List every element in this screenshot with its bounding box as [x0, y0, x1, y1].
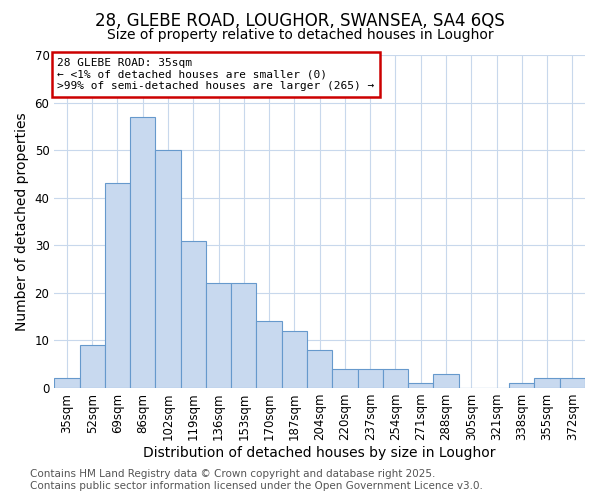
Y-axis label: Number of detached properties: Number of detached properties [15, 112, 29, 331]
Bar [358, 369, 383, 388]
Bar [307, 350, 332, 388]
Bar [80, 345, 105, 388]
Bar [433, 374, 458, 388]
X-axis label: Distribution of detached houses by size in Loughor: Distribution of detached houses by size … [143, 446, 496, 460]
Text: 28, GLEBE ROAD, LOUGHOR, SWANSEA, SA4 6QS: 28, GLEBE ROAD, LOUGHOR, SWANSEA, SA4 6Q… [95, 12, 505, 30]
Bar [560, 378, 585, 388]
Bar [408, 383, 433, 388]
Text: Size of property relative to detached houses in Loughor: Size of property relative to detached ho… [107, 28, 493, 42]
Bar [206, 284, 231, 388]
Bar [509, 383, 535, 388]
Bar [105, 184, 130, 388]
Bar [535, 378, 560, 388]
Bar [231, 284, 256, 388]
Bar [155, 150, 181, 388]
Text: 28 GLEBE ROAD: 35sqm
← <1% of detached houses are smaller (0)
>99% of semi-detac: 28 GLEBE ROAD: 35sqm ← <1% of detached h… [57, 58, 374, 91]
Bar [54, 378, 80, 388]
Bar [130, 117, 155, 388]
Bar [332, 369, 358, 388]
Text: Contains HM Land Registry data © Crown copyright and database right 2025.
Contai: Contains HM Land Registry data © Crown c… [30, 470, 483, 491]
Bar [181, 240, 206, 388]
Bar [282, 331, 307, 388]
Bar [256, 322, 282, 388]
Bar [383, 369, 408, 388]
